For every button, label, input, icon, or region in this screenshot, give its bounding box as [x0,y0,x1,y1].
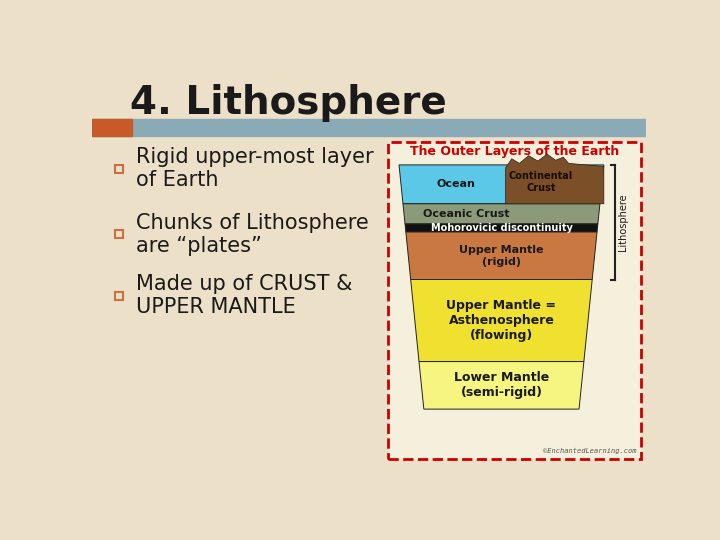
Text: Continental
Crust: Continental Crust [509,171,573,193]
Bar [115,165,122,173]
Text: Mohorovicic discontinuity: Mohorovicic discontinuity [431,223,572,233]
Text: Oceanic Crust: Oceanic Crust [423,209,509,219]
Text: Made up of CRUST &
UPPER MANTLE: Made up of CRUST & UPPER MANTLE [137,274,353,318]
Polygon shape [410,280,593,362]
Bar [115,231,122,238]
Text: ©EnchantedLearning.com: ©EnchantedLearning.com [543,448,636,455]
Polygon shape [419,362,584,409]
Text: The Outer Layers of the Earth: The Outer Layers of the Earth [410,145,619,158]
Bar [115,292,122,300]
Text: 4. Lithosphere: 4. Lithosphere [130,84,447,122]
Text: Upper Mantle
(rigid): Upper Mantle (rigid) [459,245,544,267]
Text: Upper Mantle =
Asthenosphere
(flowing): Upper Mantle = Asthenosphere (flowing) [446,299,557,342]
Text: Chunks of Lithosphere
are “plates”: Chunks of Lithosphere are “plates” [137,213,369,256]
Bar [388,142,641,459]
Text: Lithosphere: Lithosphere [618,193,629,251]
Polygon shape [505,154,604,204]
Bar [92,119,647,136]
Polygon shape [405,224,598,232]
Text: Rigid upper-most layer
of Earth: Rigid upper-most layer of Earth [137,147,374,191]
Bar [92,119,132,136]
Polygon shape [406,232,597,280]
Polygon shape [403,204,600,224]
Text: Lower Mantle
(semi-rigid): Lower Mantle (semi-rigid) [454,372,549,400]
Polygon shape [399,165,604,204]
Text: Ocean: Ocean [437,179,476,190]
